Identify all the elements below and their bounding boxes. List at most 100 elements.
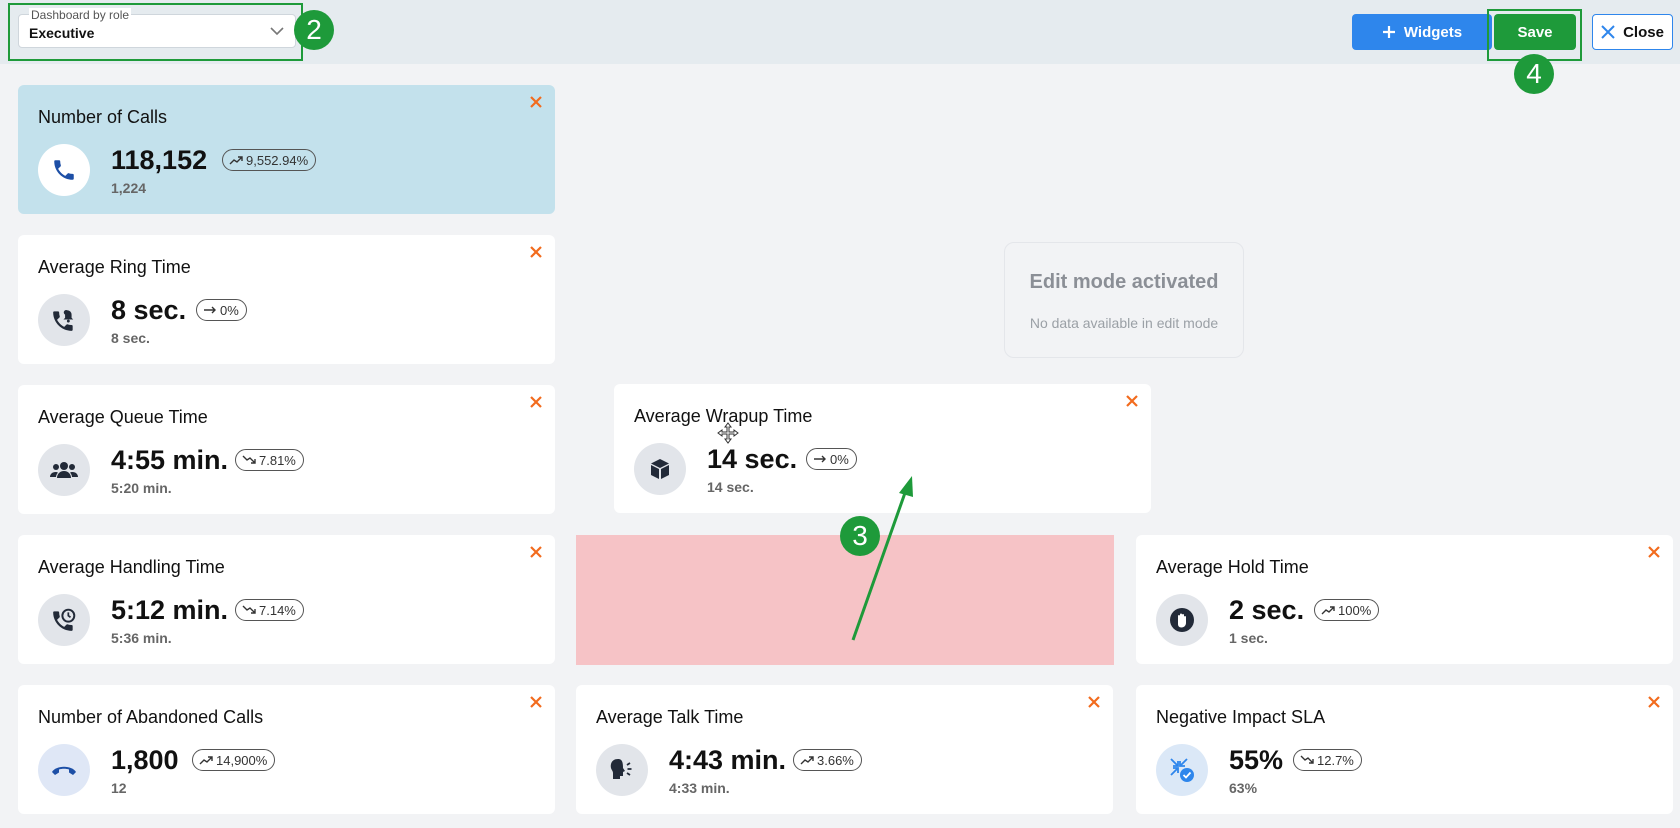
box-icon	[634, 443, 686, 495]
widget-title: Average Queue Time	[38, 407, 208, 427]
close-button[interactable]: Close	[1592, 14, 1673, 50]
trend-flat-icon	[204, 306, 216, 314]
widget-value: 4:55 min.	[111, 445, 229, 475]
widget-previous-value: 14 sec.	[707, 479, 754, 495]
widget-previous-value: 5:20 min.	[111, 480, 172, 496]
widget-previous-value: 1,224	[111, 180, 147, 196]
widget-card-average-hold-time[interactable]: Average Hold Time 2 sec. 100% 1 sec.	[1136, 535, 1673, 664]
trend-chip: 12.7%	[1293, 749, 1362, 771]
trend-chip: 0%	[196, 299, 247, 321]
trend-change: 9,552.94%	[246, 152, 309, 168]
remove-widget-icon[interactable]	[1123, 392, 1141, 410]
trend-chip: 100%	[1314, 599, 1380, 621]
add-widgets-button[interactable]: Widgets	[1352, 14, 1492, 50]
widget-previous-value: 12	[111, 780, 127, 796]
trend-up-icon	[199, 756, 213, 765]
phone-hangup-icon	[38, 744, 90, 796]
remove-widget-icon[interactable]	[527, 543, 545, 561]
speaking-head-icon	[596, 744, 648, 796]
remove-widget-icon[interactable]	[527, 393, 545, 411]
trend-change: 7.14%	[259, 602, 296, 618]
widget-card-number-of-calls[interactable]: Number of Calls 118,152 9,552.94% 1,224	[18, 85, 555, 214]
widget-previous-value: 1 sec.	[1229, 630, 1268, 646]
trend-change: 12.7%	[1317, 752, 1354, 768]
trend-change: 7.81%	[259, 452, 296, 468]
annotation-step-2: 2	[294, 10, 334, 50]
widget-value: 8 sec.	[111, 295, 187, 325]
remove-widget-icon[interactable]	[527, 693, 545, 711]
annotation-highlight-role	[8, 3, 303, 61]
trend-down-icon	[242, 605, 256, 614]
edit-mode-message: No data available in edit mode	[1029, 315, 1219, 331]
role-select-value: Executive	[29, 25, 95, 41]
widget-value: 118,152	[111, 145, 208, 175]
edit-mode-heading: Edit mode activated	[1029, 271, 1219, 293]
widget-previous-value: 63%	[1229, 780, 1258, 796]
widget-card-average-queue-time[interactable]: Average Queue Time 4:55 min. 7.81% 5:20 …	[18, 385, 555, 514]
save-label: Save	[1517, 23, 1553, 41]
phone-clock-icon	[38, 594, 90, 646]
remove-widget-icon[interactable]	[1645, 693, 1663, 711]
trend-flat-icon	[814, 455, 826, 463]
widget-value: 14 sec.	[707, 444, 798, 474]
annotation-step-3: 3	[840, 516, 880, 556]
trend-change: 3.66%	[817, 752, 854, 768]
widget-value: 4:43 min.	[669, 745, 787, 775]
widget-card-average-wrapup-time[interactable]: Average Wrapup Time 14 sec. 0% 14 sec.	[614, 384, 1151, 513]
hand-stop-icon	[1156, 594, 1208, 646]
trend-up-icon	[229, 156, 243, 165]
widget-title: Average Talk Time	[596, 707, 744, 727]
trend-down-icon	[1300, 755, 1314, 764]
people-group-icon	[38, 444, 90, 496]
trend-chip: 7.81%	[235, 449, 304, 471]
widget-card-average-handling-time[interactable]: Average Handling Time 5:12 min. 7.14% 5:…	[18, 535, 555, 664]
phone-icon	[38, 144, 90, 196]
widget-title: Number of Calls	[38, 107, 168, 127]
widget-card-average-ring-time[interactable]: Average Ring Time 8 sec. 0% 8 sec.	[18, 235, 555, 364]
plus-icon	[1382, 26, 1395, 38]
save-button[interactable]: Save	[1494, 14, 1576, 50]
trend-chip: 9,552.94%	[222, 149, 317, 171]
widget-value: 5:12 min.	[111, 595, 229, 625]
widget-previous-value: 8 sec.	[111, 330, 150, 346]
trend-up-icon	[1321, 606, 1335, 615]
widget-card-number-of-abandoned-calls[interactable]: Number of Abandoned Calls 1,800 14,900% …	[18, 685, 555, 814]
role-select-label: Dashboard by role	[29, 8, 132, 22]
remove-widget-icon[interactable]	[527, 243, 545, 261]
trend-change: 100%	[1338, 602, 1372, 618]
close-icon	[1601, 25, 1615, 39]
widget-title: Average Hold Time	[1156, 557, 1309, 577]
widget-card-average-talk-time[interactable]: Average Talk Time 4:43 min. 3.66% 4:33 m…	[576, 685, 1113, 814]
remove-widget-icon[interactable]	[527, 93, 545, 111]
widget-value: 2 sec.	[1229, 595, 1305, 625]
widget-title: Average Ring Time	[38, 257, 191, 277]
widget-card-negative-impact-sla[interactable]: Negative Impact SLA 55% 12.7% 63%	[1136, 685, 1673, 814]
widget-drop-zone[interactable]	[576, 535, 1114, 665]
trend-chip: 0%	[806, 448, 857, 470]
edit-mode-notice: Edit mode activated No data available in…	[1004, 242, 1244, 358]
annotation-step-4: 4	[1514, 54, 1554, 94]
phone-ring-icon	[38, 294, 90, 346]
widget-previous-value: 4:33 min.	[669, 780, 730, 796]
trend-chip: 14,900%	[192, 749, 276, 771]
widget-value: 55%	[1229, 745, 1284, 775]
role-select[interactable]: Dashboard by role Executive	[18, 8, 296, 48]
widget-title: Average Handling Time	[38, 557, 225, 577]
trend-chip: 3.66%	[793, 749, 862, 771]
trend-up-icon	[800, 756, 814, 765]
widget-title: Number of Abandoned Calls	[38, 707, 264, 727]
trend-change: 14,900%	[216, 752, 268, 768]
remove-widget-icon[interactable]	[1645, 543, 1663, 561]
chevron-down-icon	[270, 27, 284, 36]
remove-widget-icon[interactable]	[1085, 693, 1103, 711]
trend-down-icon	[242, 455, 256, 464]
trend-change: 0%	[830, 451, 849, 467]
close-label: Close	[1623, 23, 1664, 41]
trend-chip: 7.14%	[235, 599, 304, 621]
widget-previous-value: 5:36 min.	[111, 630, 172, 646]
add-widgets-label: Widgets	[1403, 23, 1463, 41]
trend-change: 0%	[220, 302, 239, 318]
widget-title: Negative Impact SLA	[1156, 707, 1326, 727]
move-cursor-icon	[717, 422, 739, 444]
widget-title: Average Wrapup Time	[634, 406, 813, 426]
